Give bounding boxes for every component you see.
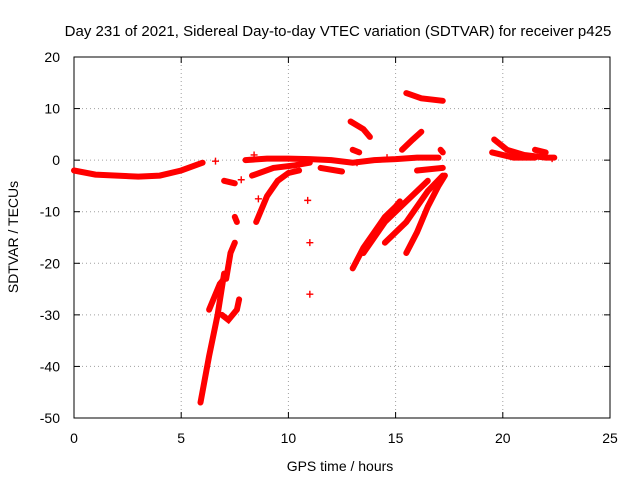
series-trace-j	[242, 154, 442, 166]
series-trace-x	[532, 146, 549, 156]
series-trace-k	[317, 164, 345, 175]
scatter-point	[306, 239, 314, 247]
x-tick-label: 20	[495, 430, 511, 446]
scatter-point	[306, 290, 314, 298]
series-trace-a	[71, 159, 206, 180]
scatter-point	[383, 154, 391, 162]
y-tick-label: 10	[44, 101, 60, 117]
scatter-point	[353, 159, 361, 167]
series-trace-n	[381, 172, 446, 246]
series-trace-w	[489, 149, 538, 161]
series-trace-g	[231, 213, 240, 225]
y-tick-label: 20	[44, 49, 60, 65]
series-trace-t	[403, 90, 446, 104]
series-trace-i	[249, 159, 313, 179]
x-tick-label: 15	[388, 430, 404, 446]
y-tick-label: -10	[40, 204, 60, 220]
chart-title: Day 231 of 2021, Sidereal Day-to-day VTE…	[65, 23, 612, 40]
series-trace-m	[360, 177, 431, 256]
y-tick-label: 0	[52, 152, 60, 168]
series-trace-p	[414, 164, 446, 174]
series-trace-o	[403, 172, 448, 256]
grid-layer	[74, 57, 610, 418]
series-trace-d	[218, 296, 243, 325]
x-tick-label: 10	[281, 430, 297, 446]
y-tick-label: -30	[40, 307, 60, 323]
y-axis-label: SDTVAR / TECUs	[5, 181, 21, 293]
y-tick-label: -40	[40, 358, 60, 374]
x-tick-label: 5	[177, 430, 185, 446]
scatter-point	[304, 196, 312, 204]
plot-frame	[73, 56, 611, 419]
series-trace-b	[197, 270, 228, 406]
series-trace-r	[347, 118, 373, 140]
scatter-point	[237, 176, 245, 184]
series-trace-c	[206, 275, 228, 313]
series-trace-q	[349, 146, 363, 156]
series-trace-e	[223, 239, 238, 282]
scatter-point	[212, 157, 220, 165]
tick-layer: 0 5 10 15 20 25 20 10 0 -10 -20 -30 -40 -50	[40, 49, 618, 446]
series-trace-h	[253, 167, 303, 225]
x-tick-label: 0	[70, 430, 78, 446]
x-tick-label: 25	[602, 430, 618, 446]
series-trace-s	[399, 128, 425, 153]
scatter-point	[250, 151, 258, 159]
x-axis-label: GPS time / hours	[287, 458, 394, 474]
series-trace-u	[437, 146, 446, 156]
scatter-point	[548, 155, 556, 163]
series-trace-f	[221, 177, 238, 187]
scatter-point	[254, 195, 262, 203]
y-tick-label: -50	[40, 410, 60, 426]
y-tick-label: -20	[40, 255, 60, 271]
data-layer	[71, 90, 558, 406]
